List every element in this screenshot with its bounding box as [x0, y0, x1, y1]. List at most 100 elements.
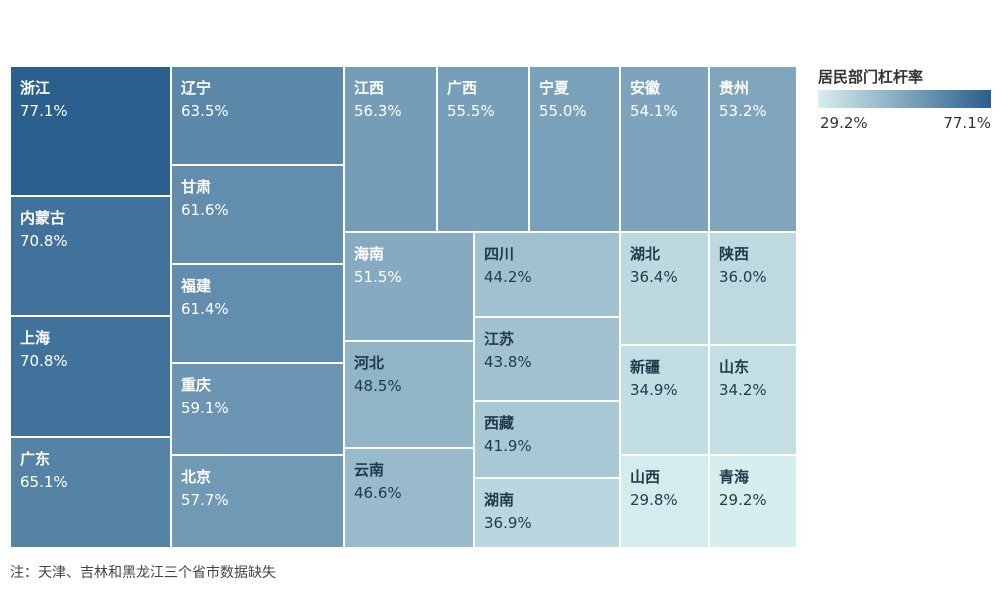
tile-rect [708, 344, 798, 456]
tile-rect [170, 164, 345, 265]
tile-name-label: 贵州 [719, 79, 749, 97]
tile-rect [9, 315, 172, 438]
tile-rect [619, 344, 710, 456]
tile-value-label: 36.9% [484, 514, 532, 532]
tile-value-label: 41.9% [484, 437, 532, 455]
legend-min-label: 29.2% [820, 114, 868, 132]
tile-rect [170, 362, 345, 456]
tile-9: 北京 57.7% [170, 454, 345, 549]
tile-20: 西藏 41.9% [473, 400, 621, 479]
tile-value-label: 59.1% [181, 399, 229, 417]
tile-13: 安徽 54.1% [619, 65, 710, 233]
tile-26: 山西 29.8% [619, 454, 710, 549]
tile-rect [9, 436, 172, 549]
tile-11: 广西 55.5% [436, 65, 530, 233]
tile-rect [170, 65, 345, 166]
tile-name-label: 山东 [719, 358, 749, 376]
tile-name-label: 河北 [354, 354, 384, 372]
tile-value-label: 63.5% [181, 102, 229, 120]
tile-value-label: 44.2% [484, 268, 532, 286]
tile-17: 云南 46.6% [343, 447, 475, 549]
tile-14: 贵州 53.2% [708, 65, 798, 233]
tile-value-label: 36.0% [719, 268, 767, 286]
tile-name-label: 新疆 [630, 358, 660, 376]
tile-16: 河北 48.5% [343, 340, 475, 449]
tile-1: 浙江 77.1% [9, 65, 172, 197]
tile-name-label: 内蒙古 [20, 209, 65, 227]
tile-name-label: 青海 [719, 468, 749, 486]
tile-value-label: 36.4% [630, 268, 678, 286]
tile-value-label: 65.1% [20, 473, 68, 491]
tile-rect [528, 65, 621, 233]
tile-name-label: 海南 [354, 245, 384, 263]
tile-22: 湖北 36.4% [619, 231, 710, 346]
tile-value-label: 55.5% [447, 102, 495, 120]
tile-value-label: 77.1% [20, 102, 68, 120]
tile-rect [473, 400, 621, 479]
tile-name-label: 甘肃 [181, 178, 211, 196]
color-legend: 居民部门杠杆率 29.2% 77.1% [818, 66, 993, 136]
tile-value-label: 61.6% [181, 201, 229, 219]
tile-name-label: 浙江 [20, 79, 50, 97]
tile-value-label: 61.4% [181, 300, 229, 318]
tile-name-label: 陕西 [719, 245, 749, 263]
tile-10: 江西 56.3% [343, 65, 438, 233]
tile-27: 青海 29.2% [708, 454, 798, 549]
tile-value-label: 56.3% [354, 102, 402, 120]
tile-value-label: 57.7% [181, 491, 229, 509]
treemap-tiles: 浙江 77.1% 内蒙古 70.8% 上海 70.8% 广东 65.1% 辽宁 63.5% 甘肃 61… [9, 65, 798, 549]
tile-value-label: 55.0% [539, 102, 587, 120]
tile-rect [708, 454, 798, 549]
tile-name-label: 安徽 [630, 79, 661, 97]
tile-24: 新疆 34.9% [619, 344, 710, 456]
tile-18: 四川 44.2% [473, 231, 621, 318]
tile-value-label: 51.5% [354, 268, 402, 286]
tile-21: 湖南 36.9% [473, 477, 621, 549]
tile-value-label: 70.8% [20, 232, 68, 250]
tile-name-label: 江苏 [484, 330, 514, 348]
tile-value-label: 54.1% [630, 102, 678, 120]
tile-23: 陕西 36.0% [708, 231, 798, 346]
tile-name-label: 重庆 [181, 376, 211, 394]
tile-value-label: 48.5% [354, 377, 402, 395]
tile-name-label: 山西 [630, 468, 660, 486]
tile-rect [708, 231, 798, 346]
tile-name-label: 云南 [354, 461, 384, 479]
tile-25: 山东 34.2% [708, 344, 798, 456]
tile-7: 福建 61.4% [170, 263, 345, 364]
tile-rect [473, 477, 621, 549]
tile-rect [436, 65, 530, 233]
tile-12: 宁夏 55.0% [528, 65, 621, 233]
tile-name-label: 辽宁 [181, 79, 211, 97]
tile-value-label: 70.8% [20, 352, 68, 370]
legend-title: 居民部门杠杆率 [818, 68, 924, 86]
tile-name-label: 广东 [20, 450, 50, 468]
tile-8: 重庆 59.1% [170, 362, 345, 456]
tile-19: 江苏 43.8% [473, 316, 621, 402]
tile-name-label: 四川 [484, 245, 514, 263]
tile-rect [9, 65, 172, 197]
tile-name-label: 广西 [447, 79, 477, 97]
chart-footnote: 注：天津、吉林和黑龙江三个省市数据缺失 [10, 565, 276, 581]
tile-name-label: 湖北 [630, 245, 660, 263]
tile-3: 上海 70.8% [9, 315, 172, 438]
tile-4: 广东 65.1% [9, 436, 172, 549]
tile-name-label: 宁夏 [539, 79, 570, 97]
tile-rect [708, 65, 798, 233]
tile-name-label: 北京 [181, 468, 211, 486]
tile-name-label: 福建 [180, 277, 212, 295]
tile-name-label: 上海 [20, 329, 50, 347]
tile-6: 甘肃 61.6% [170, 164, 345, 265]
legend-max-label: 77.1% [943, 114, 991, 132]
tile-value-label: 34.2% [719, 381, 767, 399]
tile-name-label: 湖南 [484, 491, 514, 509]
tile-15: 海南 51.5% [343, 231, 475, 342]
tile-name-label: 江西 [354, 79, 384, 97]
tile-name-label: 西藏 [484, 414, 514, 432]
tile-value-label: 43.8% [484, 353, 532, 371]
tile-5: 辽宁 63.5% [170, 65, 345, 166]
tile-rect [343, 447, 475, 549]
tile-value-label: 29.8% [630, 491, 678, 509]
tile-value-label: 34.9% [630, 381, 678, 399]
